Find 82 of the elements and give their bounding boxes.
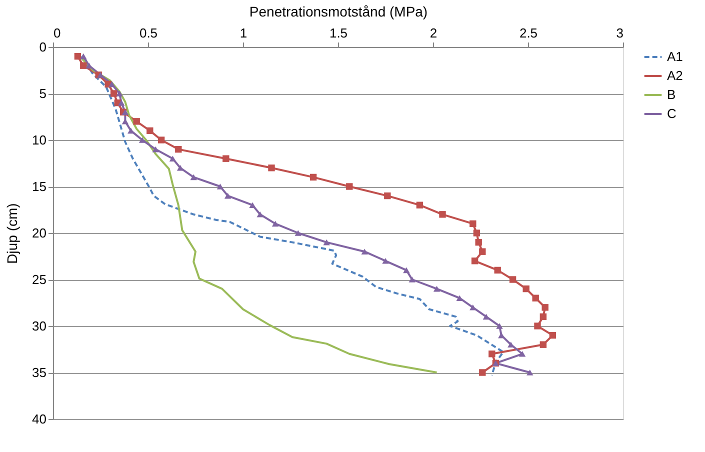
x-tick-label: 3 (616, 26, 624, 40)
point (74, 52, 82, 60)
y-tick-label: 15 (32, 179, 46, 194)
point (176, 164, 184, 171)
point (542, 304, 548, 311)
point (479, 248, 486, 255)
point (534, 322, 541, 330)
point (540, 341, 547, 348)
x-tick-label: 0.5 (139, 26, 158, 40)
point (498, 332, 505, 338)
point (346, 183, 353, 190)
legend-label: C (667, 106, 676, 121)
point (382, 258, 389, 264)
point (408, 276, 416, 282)
point (470, 304, 476, 310)
point (471, 258, 478, 264)
point (222, 155, 230, 162)
point (323, 239, 330, 246)
point (294, 230, 302, 236)
point (272, 220, 279, 227)
point (540, 313, 547, 320)
y-axis-title: Djup (cm) (4, 203, 20, 264)
point (158, 136, 165, 144)
point (86, 62, 92, 69)
point (496, 323, 503, 329)
point (488, 350, 496, 358)
y-tick-label: 10 (32, 132, 46, 148)
y-tick-label: 30 (32, 318, 46, 334)
y-tick-label: 35 (32, 365, 46, 380)
x-axis-title: Penetrationsmotstånd (MPa) (249, 4, 428, 20)
point (133, 118, 140, 125)
point (116, 90, 123, 96)
y-tick-label: 0 (39, 40, 46, 54)
x-tick-label: 2 (430, 26, 438, 40)
point (216, 184, 224, 190)
point (384, 192, 391, 200)
point (361, 248, 368, 255)
point (256, 211, 264, 218)
point (456, 295, 463, 302)
point (175, 146, 182, 153)
legend-label: B (667, 87, 676, 102)
point (138, 137, 146, 143)
legend-label: A1 (667, 49, 683, 64)
point (509, 276, 516, 283)
point (190, 174, 197, 180)
point (522, 285, 530, 292)
y-tick-label: 25 (32, 272, 46, 287)
y-tick-label: 40 (32, 412, 46, 426)
point (224, 192, 232, 199)
x-tick-label: 0 (54, 26, 61, 40)
point (470, 220, 476, 228)
legend-label: A2 (667, 68, 683, 83)
point (80, 62, 87, 69)
point (110, 90, 118, 97)
point (80, 53, 87, 60)
point (403, 267, 410, 274)
point (152, 146, 159, 152)
point (310, 174, 317, 181)
point (108, 81, 116, 88)
point (518, 350, 526, 357)
point (439, 211, 446, 218)
point (146, 127, 154, 134)
point (482, 314, 490, 320)
point (249, 202, 256, 208)
point (416, 202, 424, 208)
point (526, 370, 534, 376)
point (268, 164, 275, 172)
y-tick-label: 20 (32, 226, 46, 240)
point (169, 156, 176, 162)
point (475, 238, 482, 246)
point (494, 266, 501, 274)
point (532, 294, 539, 302)
point (128, 128, 134, 134)
x-tick-label: 1.5 (329, 26, 348, 40)
point (549, 332, 556, 339)
x-tick-label: 1 (240, 26, 248, 40)
point (118, 100, 125, 106)
point (479, 369, 486, 376)
x-tick-label: 2.5 (519, 26, 538, 40)
point (473, 230, 480, 236)
point (433, 286, 440, 292)
y-tick-label: 5 (39, 86, 46, 101)
